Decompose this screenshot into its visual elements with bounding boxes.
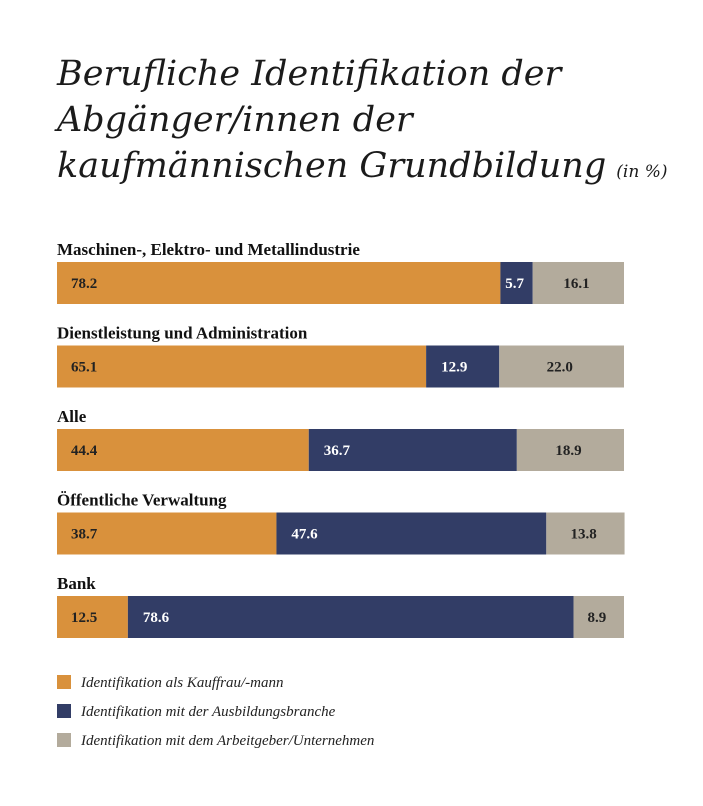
data-label: 38.7 bbox=[71, 527, 98, 543]
legend-label: Identifikation als Kauffrau/-mann bbox=[80, 675, 284, 691]
bar-segment bbox=[308, 429, 517, 471]
data-label: 5.7 bbox=[505, 276, 524, 292]
data-label: 8.9 bbox=[588, 610, 607, 626]
bar-segment bbox=[500, 262, 533, 304]
bar-segment bbox=[57, 345, 427, 388]
category-label: Dienstleistung und Administration bbox=[57, 324, 308, 343]
chart-title-line: Berufliche Identifikation der bbox=[56, 54, 564, 94]
bar-segment bbox=[127, 596, 574, 638]
data-label: 13.8 bbox=[570, 527, 596, 543]
data-label: 12.9 bbox=[441, 360, 467, 376]
legend-item: Identifikation mit der Ausbildungsbranch… bbox=[57, 704, 336, 720]
data-label: 18.9 bbox=[555, 443, 581, 459]
bar-segment bbox=[573, 596, 624, 638]
bar-row: Öffentliche Verwaltung 38.7 47.6 13.8 bbox=[57, 491, 625, 555]
bar-segment bbox=[276, 512, 547, 555]
bar-segment bbox=[532, 262, 624, 304]
category-label: Öffentliche Verwaltung bbox=[57, 491, 227, 510]
data-label: 65.1 bbox=[71, 360, 97, 376]
category-label: Alle bbox=[57, 407, 87, 426]
data-label: 78.6 bbox=[143, 610, 170, 626]
bar-row: Alle 44.4 36.7 18.9 bbox=[57, 407, 624, 471]
bar-segment bbox=[426, 345, 500, 388]
chart-title-line: kaufmännischen Grundbildung bbox=[57, 146, 606, 186]
bar-segment bbox=[499, 345, 624, 388]
legend-swatch bbox=[57, 733, 71, 747]
bar-segment bbox=[546, 512, 625, 555]
bar-segment bbox=[57, 596, 128, 638]
bar-segment bbox=[57, 512, 277, 555]
data-label: 78.2 bbox=[71, 276, 97, 292]
bar-segment bbox=[57, 262, 501, 304]
category-label: Bank bbox=[57, 574, 96, 593]
bar-groups: Maschinen-, Elektro- und Metallindustrie… bbox=[57, 240, 625, 638]
bar-segment bbox=[57, 429, 309, 471]
bar-row: Dienstleistung und Administration 65.1 12.… bbox=[57, 324, 624, 388]
legend: Identifikation als Kauffrau/-mann Identif… bbox=[57, 675, 374, 749]
data-label: 12.5 bbox=[71, 610, 97, 626]
legend-label: Identifikation mit der Ausbildungsbranch… bbox=[80, 704, 336, 720]
data-label: 16.1 bbox=[563, 276, 589, 292]
chart-title: Berufliche Identifikation der Abgänger/in… bbox=[54, 54, 667, 186]
legend-swatch bbox=[57, 675, 71, 689]
legend-label: Identifikation mit dem Arbeitgeber/Unter… bbox=[80, 733, 374, 749]
bar-row: Bank 12.5 78.6 8.9 bbox=[57, 574, 624, 638]
data-label: 47.6 bbox=[291, 527, 318, 543]
bar-row: Maschinen-, Elektro- und Metallindustrie… bbox=[57, 240, 624, 304]
chart-unit: (in %) bbox=[616, 162, 667, 182]
data-label: 44.4 bbox=[71, 443, 98, 459]
legend-item: Identifikation als Kauffrau/-mann bbox=[57, 675, 284, 691]
category-label: Maschinen-, Elektro- und Metallindustrie bbox=[57, 240, 360, 259]
bar-segment bbox=[516, 429, 624, 471]
data-label: 22.0 bbox=[547, 360, 573, 376]
chart-title-line: Abgänger/innen der bbox=[54, 100, 415, 140]
legend-swatch bbox=[57, 704, 71, 718]
legend-item: Identifikation mit dem Arbeitgeber/Unter… bbox=[57, 733, 374, 749]
data-label: 36.7 bbox=[324, 443, 351, 459]
